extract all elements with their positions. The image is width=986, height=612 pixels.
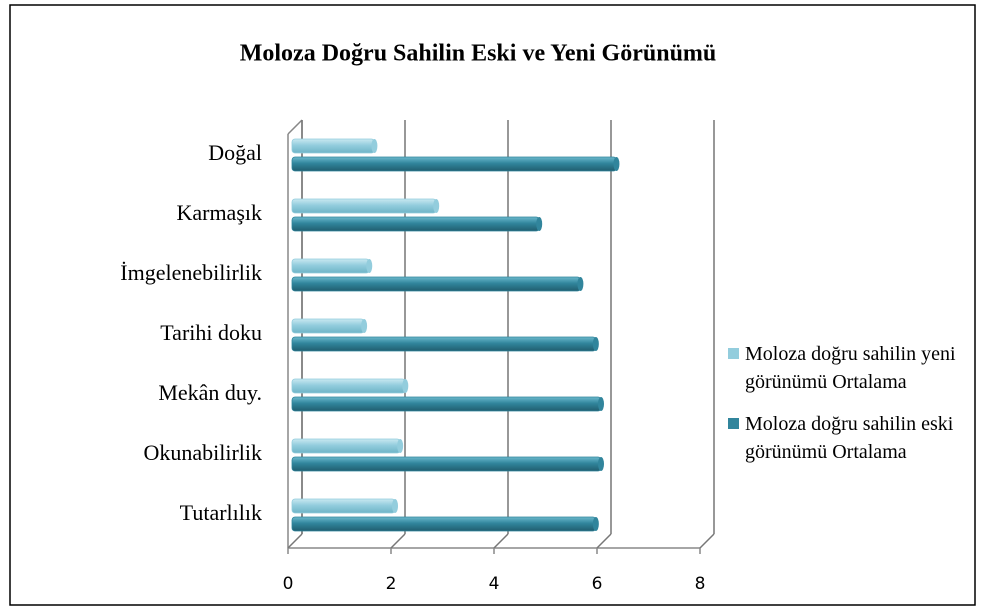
legend-swatch [728, 348, 739, 359]
grid-line-depth [596, 533, 612, 549]
bar-end [433, 199, 440, 213]
legend: Moloza doğru sahilin yeni görünümü Ortal… [728, 340, 978, 466]
legend-label: Moloza doğru sahilin eski görünümü Ortal… [745, 413, 954, 463]
bar [291, 318, 365, 334]
y-tick-label: İmgelenebilirlik [120, 260, 262, 285]
bar [291, 438, 401, 454]
y-tick-label: Doğal [208, 140, 262, 165]
bar-group [291, 276, 584, 292]
bar [291, 198, 437, 214]
bar [291, 396, 602, 412]
bar-end [592, 517, 599, 531]
y-tick-label: Karmaşık [176, 200, 262, 225]
bar-end [397, 439, 404, 453]
bar-group [291, 438, 404, 454]
bar-end [577, 277, 584, 291]
grid-line-depth [390, 533, 406, 549]
bar-end [361, 319, 368, 333]
x-tick-label: 8 [695, 574, 706, 594]
bar-end [598, 397, 604, 411]
bar-end [392, 499, 398, 513]
bar [291, 378, 406, 394]
bar [291, 456, 602, 472]
legend-swatch [728, 418, 739, 429]
bar [291, 516, 597, 532]
bar-end [402, 379, 409, 393]
bar-group [291, 498, 398, 514]
legend-item: Moloza doğru sahilin eski görünümü Ortal… [728, 410, 978, 466]
bar [291, 276, 581, 292]
bar [291, 498, 396, 514]
bar-end [613, 157, 620, 171]
bar-group [291, 216, 543, 232]
y-tick-label: Tutarlılık [180, 500, 262, 525]
bar-end [371, 139, 378, 153]
bar [291, 216, 540, 232]
x-tick-label: 6 [592, 574, 603, 594]
legend-item: Moloza doğru sahilin yeni görünümü Ortal… [728, 340, 978, 396]
wall-left-top [287, 119, 303, 135]
y-tick-label: Tarihi doku [160, 320, 262, 345]
bar [291, 156, 617, 172]
grid-line-depth [287, 533, 303, 549]
bar-group [291, 318, 368, 334]
bar-group [291, 516, 599, 532]
bar-group [291, 396, 604, 412]
bar-group [291, 336, 599, 352]
bar-end [366, 259, 373, 273]
y-tick-label: Mekân duy. [158, 380, 262, 405]
bar-group [291, 198, 440, 214]
grid-line-depth [699, 533, 715, 549]
legend-box: Moloza doğru sahilin yeni görünümü Ortal… [728, 340, 978, 466]
bar-end [592, 337, 599, 351]
bar-group [291, 138, 378, 154]
bar-group [291, 258, 373, 274]
chart-title: Moloza Doğru Sahilin Eski ve Yeni Görünü… [240, 41, 717, 67]
bar-end [536, 217, 543, 231]
x-tick-label: 0 [283, 574, 294, 594]
bar-group [291, 456, 604, 472]
x-tick-label: 4 [489, 574, 500, 594]
bar-end [598, 457, 604, 471]
y-tick-label: Okunabilirlik [143, 440, 262, 465]
x-tick-label: 2 [386, 574, 397, 594]
bar [291, 138, 375, 154]
bar-group [291, 378, 409, 394]
chart-frame [9, 4, 976, 606]
grid-line-depth [493, 533, 509, 549]
bar [291, 336, 597, 352]
bar-group [291, 156, 620, 172]
legend-label: Moloza doğru sahilin yeni görünümü Ortal… [745, 343, 956, 393]
bar [291, 258, 370, 274]
